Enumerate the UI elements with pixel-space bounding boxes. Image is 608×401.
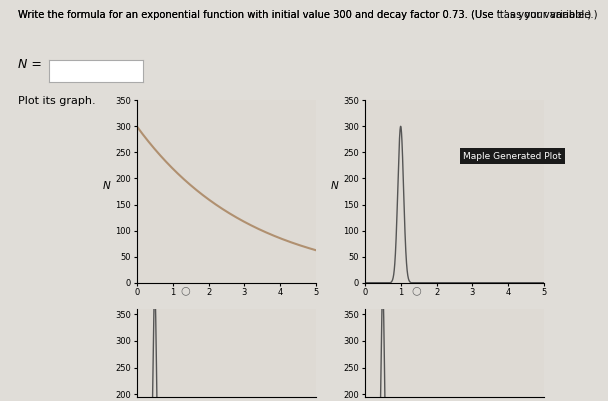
Text: Write the formula for an exponential function with initial value 300 and decay f: Write the formula for an exponential fun… [18,10,598,20]
Text: Write the formula for an exponential function with initial value 300 and decay f: Write the formula for an exponential fun… [18,10,592,20]
Text: Plot its graph.: Plot its graph. [18,96,96,106]
Text: ○: ○ [181,286,190,296]
Y-axis label: N: N [331,182,339,192]
Text: ○: ○ [412,286,421,296]
Text: Maple Generated Plot: Maple Generated Plot [463,152,562,161]
Text: N =: N = [18,58,42,71]
Y-axis label: N: N [103,182,111,192]
